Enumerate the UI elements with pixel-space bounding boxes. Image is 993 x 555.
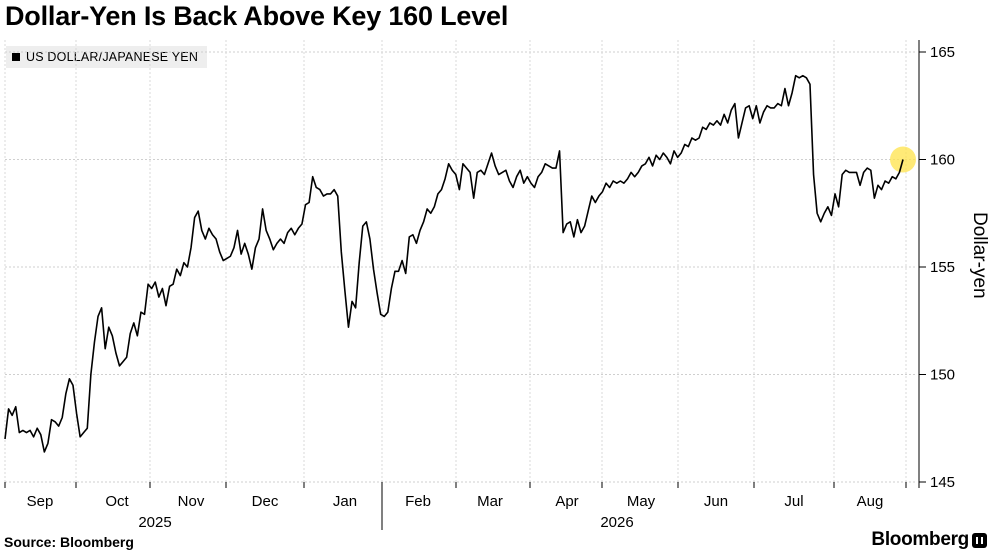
x-tick-label: Feb <box>405 493 431 510</box>
source-note: Source: Bloomberg <box>4 534 134 550</box>
y-axis-label: Dollar-yen <box>969 212 990 299</box>
x-tick-label: Jun <box>704 493 728 510</box>
x-tick-label: Mar <box>477 493 503 510</box>
x-tick-label: Dec <box>252 493 279 510</box>
x-tick-label: Nov <box>178 493 205 510</box>
x-year-label: 2026 <box>600 514 633 531</box>
y-tick-label: 150 <box>930 367 955 384</box>
y-tick-label: 155 <box>930 259 955 276</box>
y-tick-label: 145 <box>930 474 955 491</box>
x-tick-label: Jan <box>333 493 357 510</box>
chart-title: Dollar-Yen Is Back Above Key 160 Level <box>5 1 509 31</box>
x-tick-label: Aug <box>857 493 884 510</box>
x-tick-label: Jul <box>784 493 803 510</box>
legend-swatch <box>12 53 20 61</box>
x-year-label: 2025 <box>138 514 171 531</box>
x-tick-label: Apr <box>555 493 578 510</box>
series-line <box>4 74 904 453</box>
y-tick-label: 165 <box>930 44 955 61</box>
brand-mark-icon <box>972 533 987 548</box>
legend: US DOLLAR/JAPANESE YEN <box>6 46 208 68</box>
x-tick-label: Sep <box>27 493 54 510</box>
legend-label: US DOLLAR/JAPANESE YEN <box>26 50 199 64</box>
x-tick-label: May <box>627 493 656 510</box>
x-tick-label: Oct <box>105 493 129 510</box>
y-tick-label: 160 <box>930 152 955 169</box>
brand-logo: Bloomberg <box>871 529 969 550</box>
